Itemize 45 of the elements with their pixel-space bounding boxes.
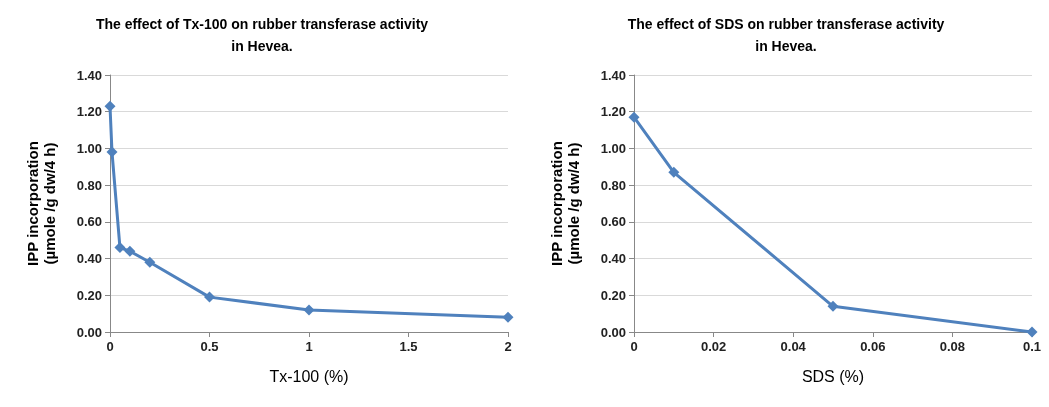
x-tick-label: 0 xyxy=(106,339,114,354)
chart-title: The effect of Tx-100 on rubber transferase activity in Hevea. xyxy=(95,16,429,54)
y-axis-title: IPP incorporation (µmole /g dw/4 h) xyxy=(548,141,582,266)
chart-title: The effect of SDS on rubber transferase activity in Hevea. xyxy=(627,16,945,54)
point xyxy=(827,300,839,312)
y-tick-label: 0.80 xyxy=(600,177,626,193)
point xyxy=(144,256,156,268)
x-tick-label: 0 xyxy=(630,339,638,354)
x-axis-title: SDS (%) xyxy=(801,367,865,385)
y-tick-label: 1.20 xyxy=(76,104,102,120)
y-tick-label: 0.60 xyxy=(600,214,626,230)
point xyxy=(114,242,126,254)
y-tick-label: 0.40 xyxy=(600,251,626,267)
y-tick-label: 0.60 xyxy=(76,214,102,230)
x-axis-title: Tx-100 (%) xyxy=(269,367,349,385)
y-tick-label: 1.40 xyxy=(600,67,626,83)
y-tick-label: 1.20 xyxy=(600,104,626,120)
y-tick-label: 0.40 xyxy=(76,251,102,267)
x-tick-label: 0.02 xyxy=(700,339,727,354)
x-tick-label: 2 xyxy=(504,339,512,354)
y-tick-label: 1.40 xyxy=(76,67,102,83)
y-tick-label: 0.00 xyxy=(76,324,102,340)
x-tick-label: 0.1 xyxy=(1022,339,1042,354)
y-tick-label: 0.20 xyxy=(76,287,102,303)
point xyxy=(204,291,215,303)
x-tick-label: 1.5 xyxy=(399,339,418,354)
y-tick-label: 0.00 xyxy=(600,324,626,340)
point xyxy=(303,304,315,316)
y-tick-label: 0.80 xyxy=(76,177,102,193)
y-tick-label: 0.20 xyxy=(600,287,626,303)
x-tick-label: 0.06 xyxy=(860,339,886,354)
point xyxy=(124,245,136,257)
point xyxy=(668,166,680,178)
point xyxy=(628,111,640,123)
x-tick-label: 0.08 xyxy=(939,339,966,354)
x-tick-label: 0.5 xyxy=(200,339,219,354)
point xyxy=(104,100,116,112)
x-tick-label: 1 xyxy=(305,339,313,354)
y-tick-label: 1.00 xyxy=(600,140,626,156)
point xyxy=(106,146,118,158)
y-axis-title: IPP incorporation (µmole /g dw/4 h) xyxy=(24,141,58,266)
point xyxy=(502,311,514,323)
y-tick-label: 1.00 xyxy=(76,140,102,156)
point xyxy=(1026,326,1038,338)
x-tick-label: 0.04 xyxy=(780,339,807,354)
